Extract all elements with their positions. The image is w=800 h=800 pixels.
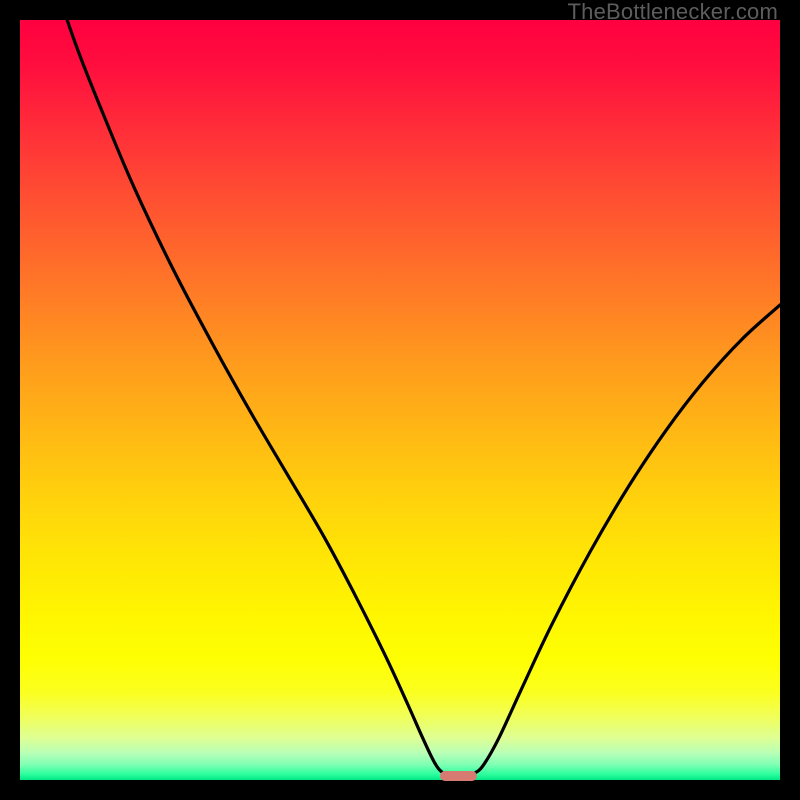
bottleneck-curve — [20, 20, 780, 780]
plot-area — [20, 20, 780, 780]
chart-frame: TheBottlenecker.com — [0, 0, 800, 800]
trough-marker — [440, 771, 476, 781]
watermark-text: TheBottlenecker.com — [568, 0, 778, 25]
